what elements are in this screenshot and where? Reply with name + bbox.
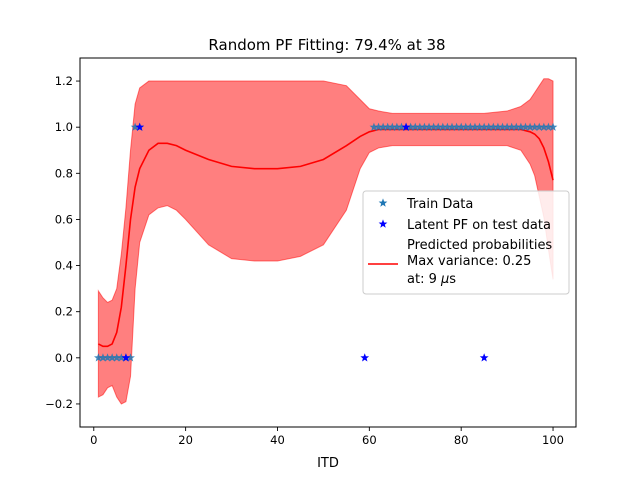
latent-pf-point	[135, 122, 145, 131]
train-data-point	[126, 353, 135, 362]
train-data-point	[539, 122, 549, 131]
train-data-point	[447, 122, 457, 131]
train-data-point	[534, 122, 544, 131]
x-tick-label: 20	[178, 433, 193, 447]
y-tick-label: 0.2	[55, 305, 73, 319]
train-data-point	[378, 122, 388, 131]
train-data-point	[116, 353, 126, 362]
train-data-point	[493, 122, 503, 131]
train-data-point	[516, 122, 526, 131]
y-tick-label: −0.2	[45, 397, 73, 411]
train-data-point	[107, 353, 117, 362]
train-data-point	[130, 122, 140, 131]
train-data-point	[475, 122, 484, 131]
latent-pf-point	[360, 353, 370, 362]
latent-pf-point	[401, 122, 411, 131]
x-tick-label: 100	[542, 433, 564, 447]
y-tick-label: 0.4	[55, 259, 73, 273]
legend-box	[362, 190, 570, 295]
x-tick-label: 0	[90, 433, 97, 447]
train-data-point	[383, 122, 393, 131]
train-data-point	[461, 122, 471, 131]
y-tick-label: 0.8	[55, 166, 73, 180]
legend-predicted-label-3: at: 9 μs	[407, 272, 456, 287]
train-data-point	[369, 122, 379, 131]
train-data-point	[544, 122, 553, 131]
legend-predicted-label-2: Max variance: 0.25	[407, 254, 531, 269]
train-data-point	[94, 353, 103, 362]
legend-latent-pf-marker	[378, 219, 388, 228]
train-data-point	[443, 122, 452, 131]
train-data-point	[530, 122, 540, 131]
train-data-point	[488, 122, 498, 131]
train-data-point	[507, 122, 517, 131]
legend: Train Data Latent PF on test data Predic…	[362, 190, 570, 295]
train-data-point	[103, 353, 112, 362]
y-tick-label: 1.2	[55, 74, 73, 88]
train-data-point	[410, 122, 420, 131]
y-tick-label: 0.0	[55, 351, 73, 365]
train-data-point	[484, 122, 494, 131]
train-data-point	[438, 122, 448, 131]
train-data-point	[525, 122, 535, 131]
train-data-point	[415, 122, 425, 131]
train-data-point	[466, 122, 475, 131]
train-data-point	[456, 122, 466, 131]
legend-train-data-marker	[378, 198, 388, 207]
train-data-point	[521, 122, 530, 131]
legend-latent-pf-label: Latent PF on test data	[407, 218, 551, 233]
latent-pf-point	[121, 353, 131, 362]
chart-title: Random PF Fitting: 79.4% at 38	[208, 36, 445, 54]
axis-ticks: 0 20 40 60 80 100 −0.2 0.0 0.2 0.4 0.6 0.8 1.0 1.2	[45, 74, 564, 447]
train-data-point	[112, 353, 122, 362]
y-tick-label: 0.6	[55, 212, 73, 226]
x-tick-label: 40	[270, 433, 285, 447]
legend-latent-star	[378, 219, 388, 228]
latent-pf-point	[479, 353, 489, 362]
train-data-point	[498, 122, 507, 131]
train-data-point	[420, 122, 429, 131]
x-tick-label: 60	[362, 433, 377, 447]
train-data-point	[433, 122, 443, 131]
train-data-point	[502, 122, 512, 131]
train-data-point	[548, 122, 558, 131]
x-tick-label: 80	[454, 433, 469, 447]
train-data-point	[98, 353, 108, 362]
train-data-point	[452, 122, 461, 131]
train-data-point	[479, 122, 489, 131]
legend-train-data-label: Train Data	[406, 197, 473, 212]
train-data-point	[424, 122, 434, 131]
train-data-point	[406, 122, 416, 131]
train-data-point	[392, 122, 402, 131]
legend-train-star	[378, 198, 388, 207]
train-data-point	[429, 122, 438, 131]
train-data-point	[387, 122, 397, 131]
train-data-point	[470, 122, 480, 131]
x-axis-label: ITD	[317, 456, 339, 471]
train-data-point	[397, 122, 406, 131]
legend-predicted-label-1: Predicted probabilities	[407, 238, 552, 253]
train-data-point	[374, 122, 383, 131]
train-data-point	[511, 122, 521, 131]
axes-frame	[79, 57, 577, 428]
y-tick-label: 1.0	[55, 120, 73, 134]
